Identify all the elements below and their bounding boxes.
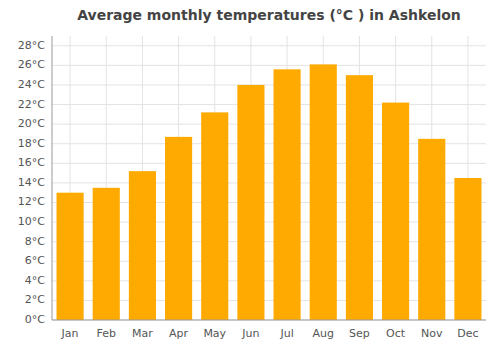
x-axis-line — [52, 320, 486, 321]
y-tick-label: 16°C — [18, 156, 45, 169]
bar — [454, 178, 481, 320]
bar — [310, 64, 337, 320]
bar — [382, 103, 409, 320]
axes: 0°C 2°C 4°C 6°C 8°C 10°C 12°C 14°C 16°C 18°C 20°C 2… — [18, 39, 479, 340]
x-tick-label: Jun — [241, 327, 259, 340]
x-tick-label: Nov — [421, 327, 443, 340]
y-grid-line — [52, 124, 486, 125]
bar — [274, 69, 301, 320]
y-tick-label: 12°C — [18, 195, 45, 208]
bar — [418, 139, 445, 320]
y-tick-label: 2°C — [25, 293, 45, 306]
y-grid-line — [52, 84, 486, 85]
bar — [57, 193, 84, 320]
y-grid-line — [52, 104, 486, 105]
bar — [201, 112, 228, 320]
y-axis-line — [52, 36, 53, 320]
y-tick-label: 14°C — [18, 176, 45, 189]
y-tick-label: 24°C — [18, 78, 45, 91]
y-tick-label: 18°C — [18, 137, 45, 150]
x-tick-label: Jul — [279, 327, 293, 340]
bar — [346, 75, 373, 320]
x-tick-label: Jan — [61, 327, 79, 340]
y-grid-line — [52, 320, 486, 321]
y-tick-label: 22°C — [18, 98, 45, 111]
y-tick-label: 0°C — [25, 313, 45, 326]
y-tick-label: 26°C — [18, 58, 45, 71]
y-grid-line — [52, 45, 486, 46]
x-tick-label: Aug — [313, 327, 334, 340]
x-tick-label: Feb — [97, 327, 116, 340]
bar — [93, 188, 120, 320]
x-tick-label: May — [203, 327, 226, 340]
y-tick-label: 28°C — [18, 39, 45, 52]
y-tick-label: 4°C — [25, 274, 45, 287]
x-tick-label: Mar — [132, 327, 153, 340]
y-tick-label: 6°C — [25, 254, 45, 267]
y-tick-label: 8°C — [25, 235, 45, 248]
x-tick-label: Oct — [386, 327, 406, 340]
bars — [57, 64, 482, 320]
bar — [129, 171, 156, 320]
y-tick-label: 20°C — [18, 117, 45, 130]
title: Average monthly temperatures (°C ) in As… — [77, 7, 461, 23]
x-tick-label: Apr — [169, 327, 189, 340]
x-tick-label: Sep — [349, 327, 370, 340]
bar — [165, 137, 192, 320]
x-tick-label: Dec — [457, 327, 478, 340]
y-tick-label: 10°C — [18, 215, 45, 228]
y-grid-line — [52, 65, 486, 66]
chart: 0°C 2°C 4°C 6°C 8°C 10°C 12°C 14°C 16°C 18°C 20°C 2… — [0, 0, 500, 350]
grid — [52, 36, 486, 320]
bar — [237, 85, 264, 320]
